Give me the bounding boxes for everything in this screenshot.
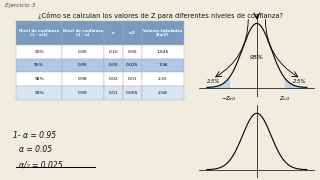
Text: 95%: 95% [250, 55, 264, 60]
Text: Ejercicio 3: Ejercicio 3 [5, 3, 35, 8]
Text: 2.5%: 2.5% [207, 79, 220, 84]
Text: α/₂ = 0.025: α/₂ = 0.025 [19, 160, 63, 169]
Text: $Z_{\alpha/2}$: $Z_{\alpha/2}$ [279, 95, 291, 103]
Text: ¿Cómo se calculan los valores de Z para diferentes niveles de confianza?: ¿Cómo se calculan los valores de Z para … [37, 12, 283, 19]
Text: 2.5%: 2.5% [293, 79, 306, 84]
Text: $-Z_{\alpha/2}$: $-Z_{\alpha/2}$ [221, 95, 236, 103]
Text: α = 0.05: α = 0.05 [19, 145, 52, 154]
Text: 1- α = 0.95: 1- α = 0.95 [13, 130, 56, 140]
